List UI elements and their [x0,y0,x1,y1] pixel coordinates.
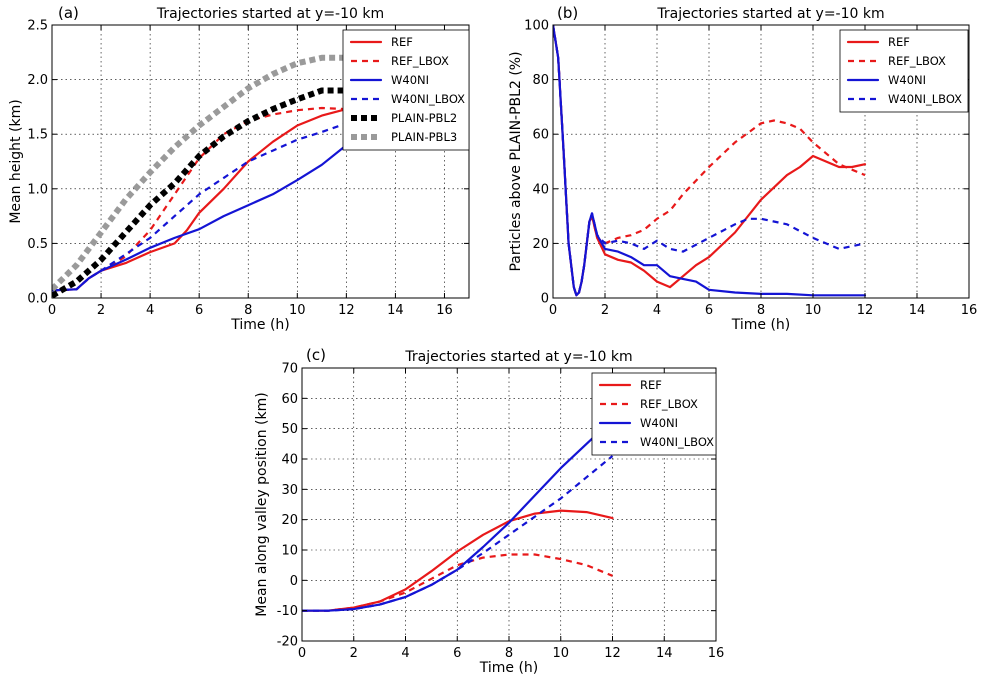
chart-title: Trajectories started at y=-10 km [404,349,632,365]
x-tick-label: 4 [401,646,409,661]
panel-letter: (a) [58,4,79,22]
y-tick-label: -20 [277,635,298,650]
legend-box [342,29,470,151]
legend-label: PLAIN-PBL2 [391,111,457,125]
y-tick-label: 1.0 [27,182,48,197]
legend-label: PLAIN-PBL3 [391,130,457,144]
y-axis-label: Mean along valley position (km) [254,392,270,616]
y-tick-label: 0 [541,292,549,307]
y-tick-label: 50 [281,422,298,437]
x-tick-label: 10 [552,646,569,661]
x-tick-label: 16 [436,303,453,318]
x-tick-label: 6 [705,303,713,318]
legend-label: REF_LBOX [888,54,946,68]
series-line-w40ni [302,418,614,612]
x-tick-label: 10 [805,303,822,318]
series-line-ref-lbox [302,553,613,612]
x-axis-label: Time (h) [230,317,290,333]
y-tick-label: 1.5 [27,128,48,143]
x-tick-label: 16 [961,303,978,318]
series-line-plain-pbl3 [52,54,347,292]
x-tick-label: 8 [505,646,513,661]
y-tick-label: -10 [277,604,298,619]
legend: REF REF_LBOX W40NI W40NI_LBOX [839,29,969,113]
y-tick-label: 2.5 [27,19,48,34]
x-tick-label: 0 [298,646,306,661]
x-axis-label: Time (h) [479,660,539,675]
chart-title: Trajectories started at y=-10 km [656,6,884,22]
y-tick-label: 0.0 [27,292,48,307]
x-tick-label: 16 [708,646,725,661]
legend-label: REF [391,35,413,49]
y-tick-label: 0.5 [27,237,48,252]
y-tick-label: 60 [281,392,298,407]
legend-label: REF_LBOX [391,54,449,68]
series-line-w40ni-lbox [52,122,347,292]
y-axis-label: Mean height (km) [8,99,24,223]
x-tick-label: 6 [453,646,461,661]
legend-label: W40NI [888,73,926,87]
y-tick-label: 70 [281,362,298,377]
y-tick-label: 40 [532,182,549,197]
y-tick-label: 40 [281,453,298,468]
plot-frame [51,24,470,299]
y-tick-label: 20 [532,237,549,252]
x-tick-label: 6 [195,303,203,318]
x-tick-label: 14 [656,646,673,661]
chart-title: Trajectories started at y=-10 km [156,6,384,22]
y-tick-label: 30 [281,483,298,498]
legend-label: W40NI [640,416,678,430]
x-tick-label: 4 [146,303,154,318]
x-tick-label: 4 [653,303,661,318]
y-tick-label: 20 [281,513,298,528]
y-tick-label: 10 [281,544,298,559]
x-tick-label: 12 [604,646,621,661]
y-tick-label: 80 [532,73,549,88]
legend-label: W40NI_LBOX [888,92,962,106]
x-tick-label: 2 [350,646,358,661]
x-tick-label: 12 [338,303,355,318]
y-tick-label: 0 [290,574,298,589]
series-line-plain-pbl2 [52,87,347,298]
panel-letter: (b) [557,4,578,22]
x-tick-label: 14 [909,303,926,318]
x-tick-label: 0 [48,303,56,318]
x-tick-label: 10 [289,303,306,318]
y-tick-label: 2.0 [27,73,48,88]
series-line-w40ni [52,144,348,292]
y-tick-label: 100 [524,19,549,34]
chart-panel-a: 0 2 4 6 8 10 12 14 16 0.0 0.5 1.0 1.5 2.0 2.5 Trajector… [8,4,470,333]
chart-panel-c: 0 2 4 6 8 10 12 14 16 -20 -10 0 10 20 30 40 50 60 70 Trajec… [254,346,724,675]
series-line-w40ni-lbox [302,455,614,612]
legend-label: W40NI [391,73,429,87]
legend: REF REF_LBOX W40NI W40NI_LBOX [591,372,717,456]
legend-label: W40NI_LBOX [640,435,714,449]
y-tick-label: 60 [532,128,549,143]
y-axis-label: Particles above PLAIN-PBL2 (%) [508,51,524,271]
legend-label: W40NI_LBOX [391,92,465,106]
x-tick-label: 12 [857,303,874,318]
x-tick-label: 8 [244,303,252,318]
series-line-w40ni-lbox [553,25,866,297]
x-tick-label: 2 [601,303,609,318]
chart-panel-b: 0 2 4 6 8 10 12 14 16 0 20 40 60 80 100 Trajectories st… [508,4,977,333]
legend-label: REF [888,35,910,49]
x-tick-label: 2 [97,303,105,318]
series-line-ref [302,509,614,612]
x-axis-label: Time (h) [731,317,791,333]
x-tick-label: 8 [757,303,765,318]
legend-label: REF [640,378,662,392]
panel-letter: (c) [306,346,326,364]
series-line-ref-lbox [553,25,866,297]
x-tick-label: 14 [387,303,404,318]
x-tick-label: 0 [549,303,557,318]
legend-label: REF_LBOX [640,397,698,411]
legend: REF REF_LBOX W40NI W40NI_LBOX PLAIN-PBL2 PLAI… [342,29,470,151]
